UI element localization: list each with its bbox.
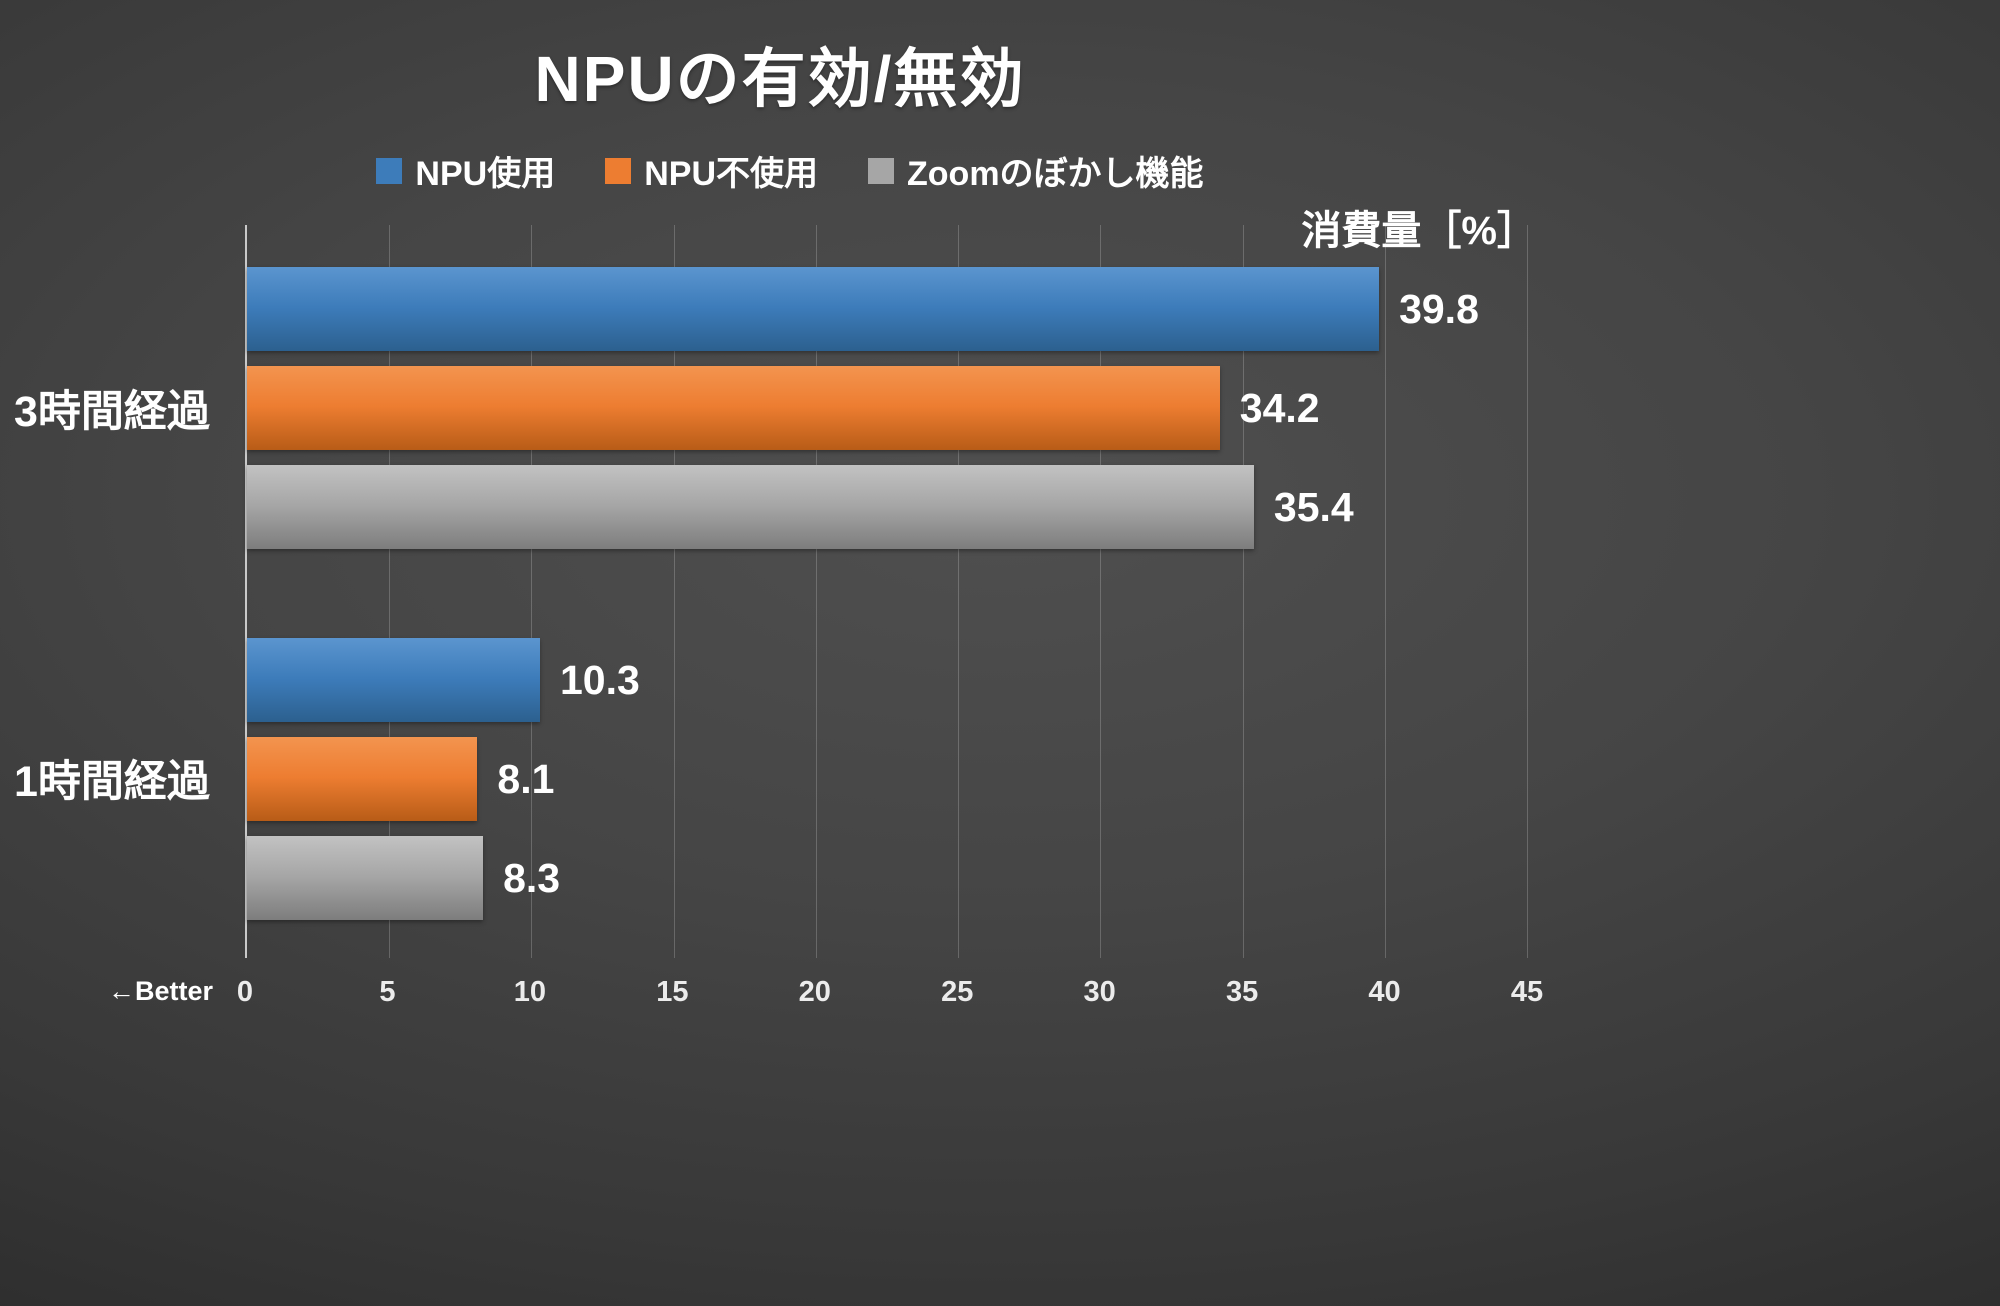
legend-label: NPU使用 bbox=[415, 155, 556, 193]
gridline bbox=[1384, 225, 1386, 958]
x-tick-label: 20 bbox=[798, 976, 831, 1008]
legend: NPU使用 NPU不使用 Zoomのぼかし機能 bbox=[0, 146, 1580, 195]
axis-unit-label: 消費量［%］ bbox=[1301, 209, 1537, 253]
x-tick-label: 5 bbox=[379, 976, 396, 1008]
bar-value-label: 10.3 bbox=[559, 656, 640, 703]
gridline bbox=[815, 225, 817, 958]
bar bbox=[247, 267, 1380, 351]
bar-value-label: 39.8 bbox=[1399, 285, 1479, 332]
x-tick-label: 15 bbox=[656, 976, 689, 1008]
x-tick-label: 10 bbox=[513, 976, 547, 1008]
legend-item-zoom-blur: Zoomのぼかし機能 bbox=[868, 146, 1204, 195]
legend-swatch-orange-icon bbox=[605, 157, 632, 184]
x-tick-label: 30 bbox=[1083, 976, 1116, 1008]
bar bbox=[247, 836, 484, 920]
bar bbox=[247, 638, 540, 722]
legend-item-npu-enabled: NPU使用 bbox=[376, 146, 555, 195]
x-tick-label: 40 bbox=[1368, 976, 1401, 1008]
bar-row: 35.4 bbox=[247, 465, 1527, 549]
legend-label: NPU不使用 bbox=[644, 155, 819, 193]
bar-group: 10.3 8.1 8.3 bbox=[247, 638, 1527, 920]
legend-swatch-blue-icon bbox=[376, 157, 403, 184]
bar-group: 39.8 34.2 35.4 bbox=[247, 267, 1527, 549]
bar-value-label: 8.1 bbox=[497, 755, 555, 802]
better-direction-label: ←Better bbox=[108, 976, 214, 1006]
bar bbox=[247, 366, 1220, 450]
legend-item-npu-disabled: NPU不使用 bbox=[605, 146, 818, 195]
x-axis: 0 5 10 15 20 25 30 35 40 45 bbox=[237, 958, 1543, 1028]
gridline bbox=[1527, 225, 1528, 958]
x-tick-label: 45 bbox=[1510, 976, 1544, 1008]
x-tick-label: 25 bbox=[941, 976, 974, 1008]
gridline bbox=[1242, 225, 1244, 958]
bar-value-label: 35.4 bbox=[1273, 483, 1354, 530]
chart-title: NPUの有効/無効 bbox=[534, 43, 1026, 115]
category-label: 3時間経過 bbox=[14, 388, 210, 436]
bar-row: 39.8 bbox=[247, 267, 1527, 351]
x-tick-label: 35 bbox=[1225, 976, 1259, 1008]
bar-row: 8.3 bbox=[247, 836, 1527, 920]
legend-label: Zoomのぼかし機能 bbox=[907, 155, 1204, 193]
gridline bbox=[531, 225, 533, 958]
gridline bbox=[1100, 225, 1102, 958]
bar-row: 10.3 bbox=[247, 638, 1527, 722]
x-tick-label: 0 bbox=[236, 976, 254, 1008]
gridline bbox=[389, 225, 391, 958]
plot-area: 39.8 34.2 35.4 10.3 8.1 8.3 bbox=[245, 225, 1528, 958]
gridline bbox=[958, 225, 960, 958]
legend-swatch-gray-icon bbox=[868, 157, 895, 184]
bar bbox=[247, 737, 478, 821]
bar-row: 8.1 bbox=[247, 737, 1527, 821]
category-label: 1時間経過 bbox=[14, 758, 210, 806]
bar-value-label: 8.3 bbox=[503, 854, 561, 901]
bar-row: 34.2 bbox=[247, 366, 1527, 450]
gridline bbox=[673, 225, 675, 958]
bar-value-label: 34.2 bbox=[1239, 384, 1320, 431]
bar bbox=[247, 465, 1254, 549]
